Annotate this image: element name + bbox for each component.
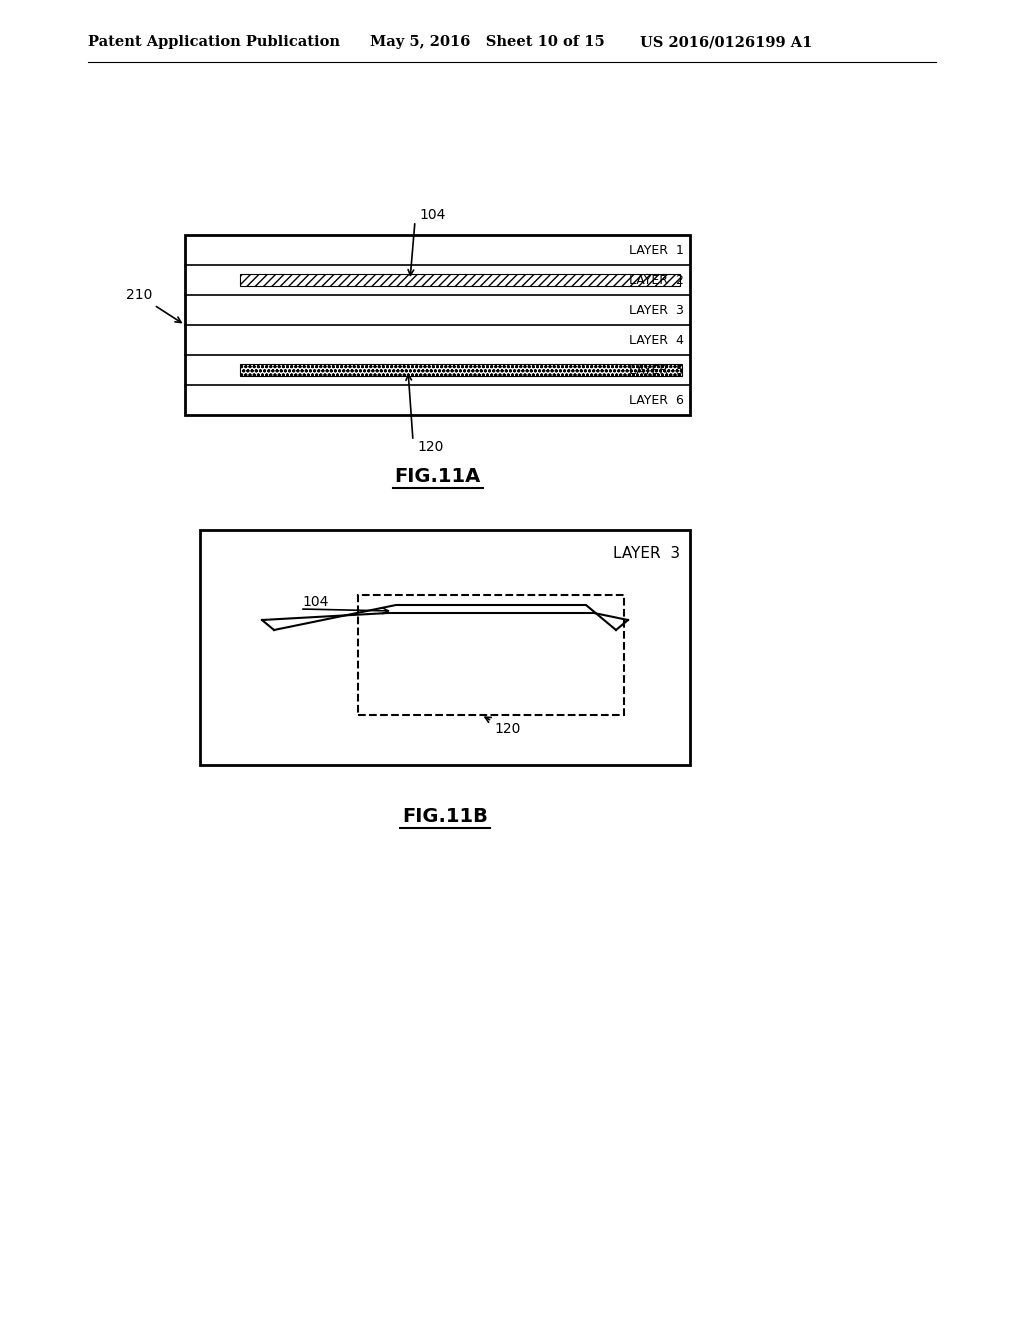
- Text: LAYER  5: LAYER 5: [629, 363, 684, 376]
- Bar: [240, 364, 682, 376]
- Text: US 2016/0126199 A1: US 2016/0126199 A1: [640, 36, 812, 49]
- Bar: [200, 531, 690, 766]
- Text: 104: 104: [419, 209, 445, 222]
- Text: 120: 120: [417, 440, 443, 454]
- Text: LAYER  2: LAYER 2: [629, 273, 684, 286]
- Text: LAYER  1: LAYER 1: [629, 243, 684, 256]
- Text: 104: 104: [302, 595, 329, 609]
- Text: 210: 210: [126, 288, 152, 302]
- Text: LAYER  3: LAYER 3: [613, 546, 680, 561]
- Bar: [185, 235, 690, 414]
- Text: Patent Application Publication: Patent Application Publication: [88, 36, 340, 49]
- Text: May 5, 2016   Sheet 10 of 15: May 5, 2016 Sheet 10 of 15: [370, 36, 605, 49]
- Text: 120: 120: [494, 722, 520, 737]
- Bar: [240, 275, 680, 285]
- Text: LAYER  3: LAYER 3: [629, 304, 684, 317]
- Bar: [358, 595, 624, 715]
- Text: FIG.11B: FIG.11B: [402, 808, 488, 826]
- Text: LAYER  6: LAYER 6: [629, 393, 684, 407]
- Text: LAYER  4: LAYER 4: [629, 334, 684, 346]
- Text: FIG.11A: FIG.11A: [394, 467, 480, 487]
